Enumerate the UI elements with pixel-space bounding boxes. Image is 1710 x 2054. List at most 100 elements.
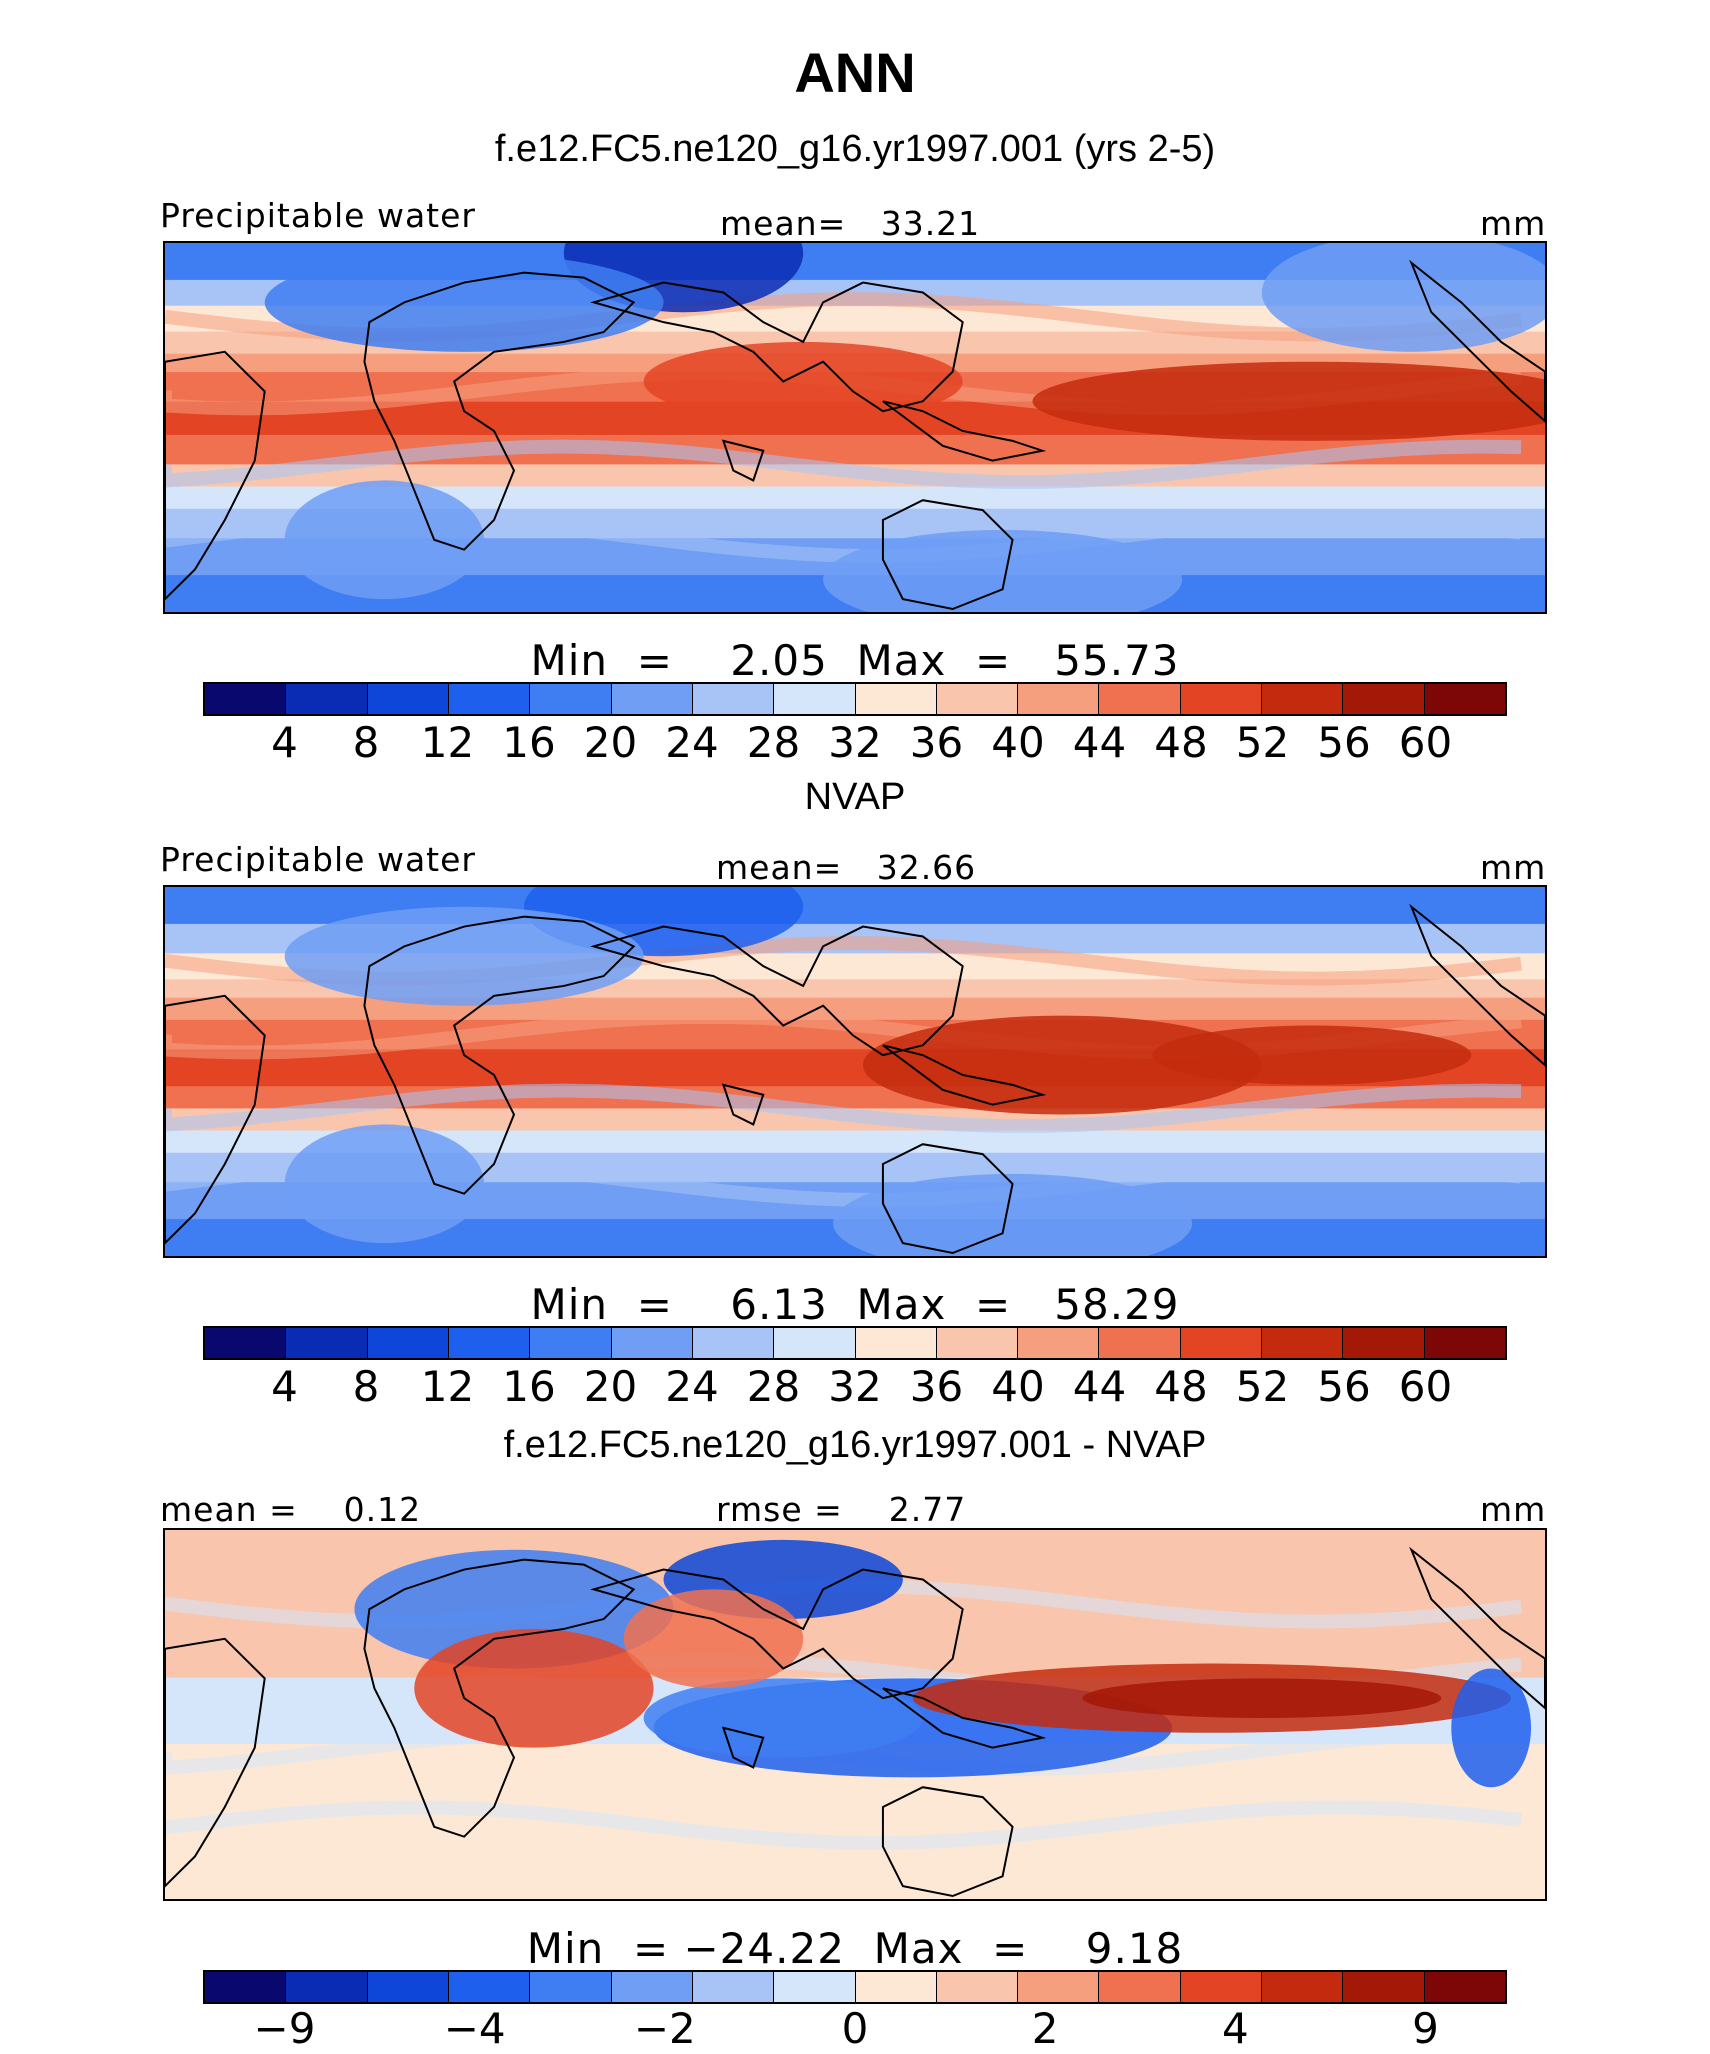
contour-blob: [284, 906, 644, 1006]
colorbar-tick-label: 2: [1031, 2004, 1059, 2053]
colorbar-swatch: [692, 684, 775, 714]
colorbar-swatch: [1424, 1328, 1505, 1358]
colorbar-swatch: [1180, 684, 1263, 714]
colorbar-tick-label: −2: [633, 2004, 696, 2053]
panel-2-minmax: Min = 6.13 Max = 58.29: [530, 1280, 1180, 1329]
colorbar-tick-label: 32: [828, 718, 882, 767]
panel-2-title: NVAP: [804, 776, 906, 818]
contour-ridge: [165, 439, 1522, 489]
colorbar-tick-label: 40: [991, 718, 1045, 767]
panel-2-colorbar-ticks: 4 8 12 16 20 24 28 32 36 40 44 48 52 56 60: [203, 1362, 1507, 1412]
colorbar-swatch: [774, 684, 856, 714]
colorbar-swatch: [530, 1328, 612, 1358]
colorbar-swatch: [1018, 684, 1100, 714]
colorbar-tick-label: 56: [1317, 1362, 1371, 1411]
colorbar-swatch: [448, 1972, 531, 2002]
coastline: [881, 1143, 1014, 1255]
coastline: [882, 400, 1047, 462]
colorbar-tick-label: −9: [253, 2004, 316, 2053]
colorbar-swatch: [1262, 1972, 1344, 2002]
colorbar-swatch: [530, 1972, 612, 2002]
colorbar-tick-label: 4: [271, 1362, 298, 1411]
panel-1-mean-label: mean= 33.21: [720, 204, 981, 243]
colorbar-tick-label: 28: [746, 718, 801, 767]
contour-ridge: [165, 1800, 1522, 1850]
contour-blob: [1261, 243, 1545, 352]
coastline: [721, 1726, 765, 1769]
coastline: [363, 1558, 636, 1838]
colorbar-tick-label: 8: [352, 1362, 380, 1411]
colorbar-tick-label: 8: [352, 718, 380, 767]
colorbar-swatch: [1262, 684, 1344, 714]
colorbar-swatch: [774, 1972, 856, 2002]
colorbar-tick-label: 16: [502, 718, 556, 767]
coastline: [590, 281, 964, 413]
colorbar-tick-label: 56: [1317, 718, 1371, 767]
colorbar-swatch: [855, 1328, 937, 1358]
contour-blob: [1032, 361, 1545, 441]
colorbar-tick-label: 32: [828, 1362, 882, 1411]
coastline: [165, 994, 266, 1245]
panel-1-variable-label: Precipitable water: [160, 196, 476, 235]
colorbar-swatch: [855, 684, 937, 714]
colorbar-swatch: [1424, 1972, 1505, 2002]
colorbar-swatch: [611, 1972, 693, 2002]
colorbar-swatch: [1099, 684, 1181, 714]
contour-blob: [414, 1628, 654, 1748]
colorbar-swatch: [936, 684, 1019, 714]
coastline: [1409, 259, 1545, 423]
colorbar-swatch: [611, 1328, 693, 1358]
panel-3-map: [163, 1528, 1547, 1901]
colorbar-tick-label: 48: [1154, 718, 1208, 767]
colorbar-swatch: [1262, 1328, 1344, 1358]
colorbar-tick-label: 0: [841, 2004, 869, 2053]
panel-1-minmax: Min = 2.05 Max = 55.73: [530, 636, 1180, 685]
colorbar-tick-label: 40: [991, 1362, 1045, 1411]
colorbar-swatch: [692, 1972, 775, 2002]
contour-band: [165, 486, 1545, 510]
colorbar-tick-label: 12: [420, 1362, 475, 1411]
panel-1-units-label: mm: [1480, 204, 1547, 243]
colorbar-tick-label: 24: [665, 1362, 719, 1411]
contour-blob: [284, 1124, 485, 1244]
coastline: [1409, 903, 1545, 1067]
coastline: [721, 1083, 765, 1126]
coastline: [882, 1044, 1047, 1106]
colorbar-swatch: [855, 1972, 937, 2002]
colorbar-tick-label: 4: [1221, 2004, 1249, 2053]
panel-3-rmse-label: rmse = 2.77: [716, 1490, 967, 1529]
panel-3-colorbar: [203, 1970, 1507, 2004]
colorbar-swatch: [1343, 1972, 1425, 2002]
colorbar-swatch: [1018, 1328, 1100, 1358]
colorbar-swatch: [448, 1328, 531, 1358]
contour-blob: [623, 1589, 804, 1689]
colorbar-swatch: [367, 684, 449, 714]
colorbar-tick-label: 28: [746, 1362, 801, 1411]
panel-1-colorbar-ticks: 4 8 12 16 20 24 28 32 36 40 44 48 52 56 60: [203, 718, 1507, 768]
coastline: [363, 271, 636, 551]
colorbar-tick-label: 44: [1072, 718, 1127, 767]
colorbar-swatch: [367, 1328, 449, 1358]
colorbar-tick-label: 4: [271, 718, 298, 767]
panel-2-map: [163, 885, 1547, 1258]
colorbar-swatch: [367, 1972, 449, 2002]
coastline: [165, 1637, 266, 1888]
panel-3-colorbar-ticks: −9 −4 −2 0 2 4 9: [203, 2004, 1507, 2054]
colorbar-swatch: [1180, 1328, 1263, 1358]
colorbar-swatch: [774, 1328, 856, 1358]
colorbar-tick-label: −4: [443, 2004, 506, 2053]
colorbar-swatch: [611, 684, 693, 714]
panel-2-units-label: mm: [1480, 848, 1547, 887]
colorbar-tick-label: 12: [420, 718, 475, 767]
contour-blob: [1451, 1668, 1532, 1788]
colorbar-tick-label: 44: [1072, 1362, 1127, 1411]
colorbar-swatch: [205, 684, 287, 714]
colorbar-swatch: [692, 1328, 775, 1358]
coastline: [882, 1687, 1047, 1749]
coastline: [363, 915, 636, 1195]
colorbar-swatch: [286, 684, 368, 714]
colorbar-swatch: [1343, 1328, 1425, 1358]
contour-band: [165, 997, 1545, 1021]
contour-blob: [284, 480, 485, 600]
contour-band: [165, 1130, 1545, 1154]
